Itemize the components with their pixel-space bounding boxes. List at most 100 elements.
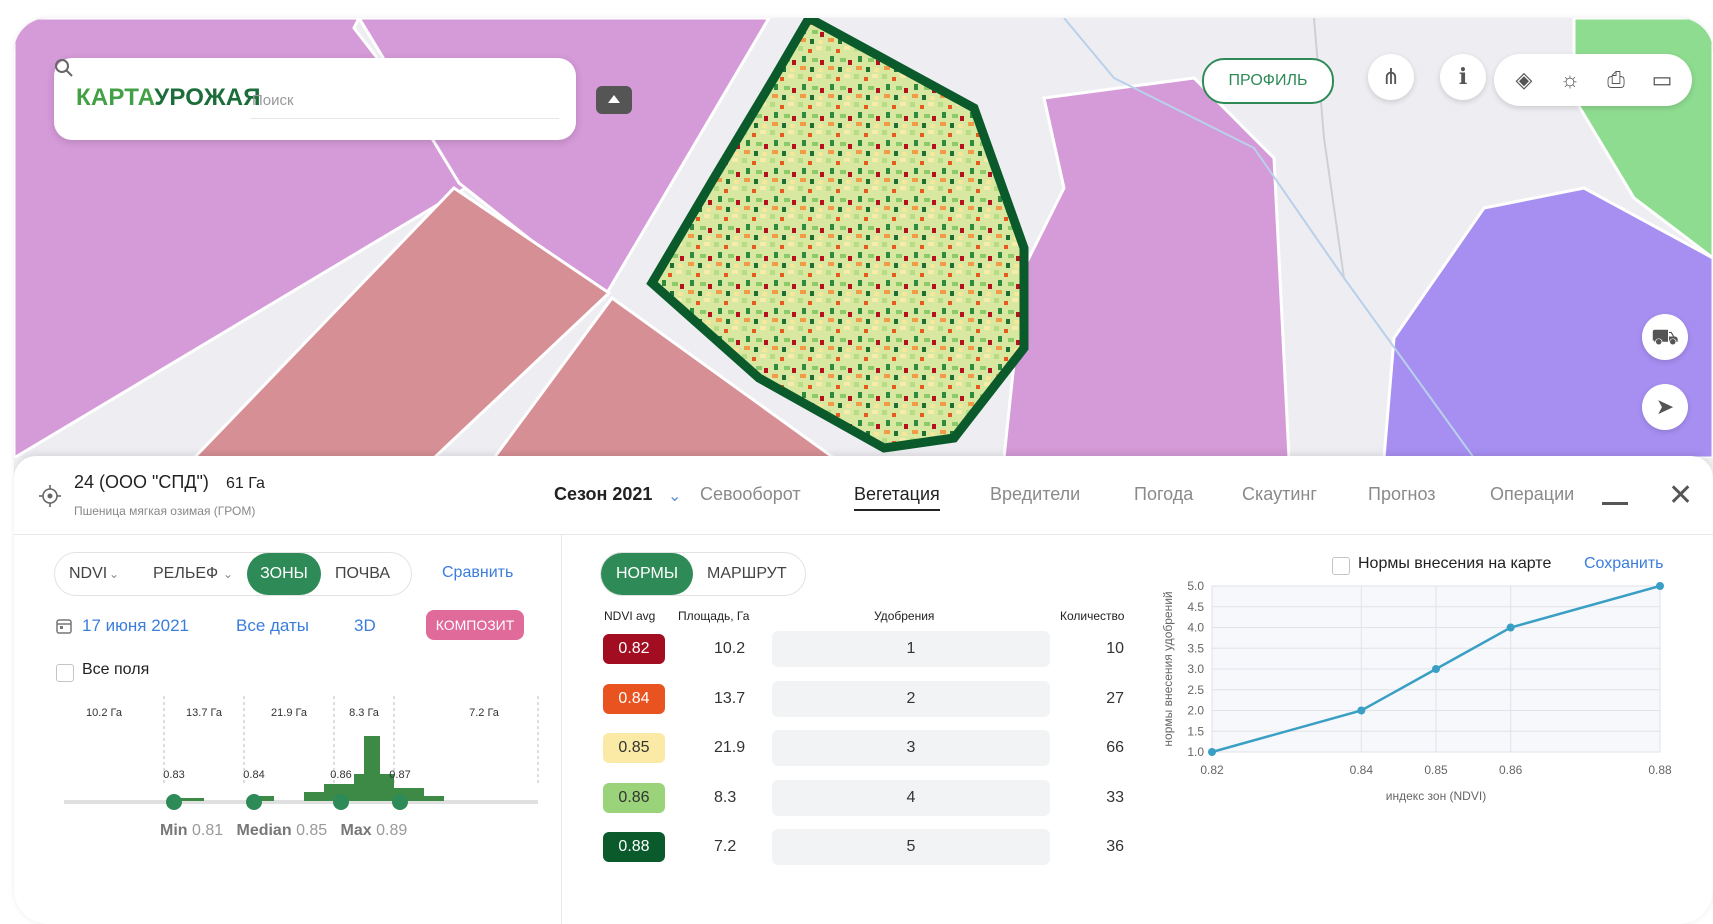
app-frame: КАРТАУРОЖАЯ ПРОФИЛЬ ⋔ i ◈ ☼ ⎙ ▭ ⛟ ➤ 24 (…: [14, 18, 1713, 924]
calendar-icon[interactable]: [56, 618, 72, 634]
search-card: КАРТАУРОЖАЯ: [54, 58, 576, 140]
zone-area-label: 21.9 Га: [271, 707, 308, 719]
ndvi-stats: Min 0.81 Median 0.85 Max 0.89: [160, 822, 408, 839]
field-crop: Пшеница мягкая озимая (ГРОМ): [74, 504, 256, 518]
data-point: [1357, 706, 1366, 715]
area-cell: 8.3: [714, 788, 737, 806]
data-point: [1208, 748, 1216, 756]
segment-rates[interactable]: НОРМЫ: [601, 553, 693, 595]
field-title: 24 (ООО "СПД"): [74, 472, 209, 492]
y-tick-label: 5.0: [1187, 579, 1204, 593]
map-tools: ◈ ☼ ⎙ ▭: [1494, 54, 1692, 106]
print-icon[interactable]: ⎙: [1607, 67, 1625, 92]
zone-handle: [333, 794, 349, 810]
target-icon[interactable]: [38, 484, 62, 508]
collapse-search-button[interactable]: [596, 86, 632, 114]
x-axis-label: индекс зон (NDVI): [1386, 789, 1486, 803]
zone-area-label: 8.3 Га: [349, 707, 380, 719]
map-rates-checkbox[interactable]: [1332, 557, 1350, 575]
layers-icon[interactable]: ◈: [1515, 67, 1533, 92]
data-point: [1432, 665, 1440, 673]
fertilizer-input[interactable]: 3: [772, 730, 1050, 766]
divider: [561, 534, 562, 924]
3d-link[interactable]: 3D: [354, 616, 376, 635]
quantity-cell: 66: [1106, 739, 1124, 756]
zone-handle: [166, 794, 182, 810]
x-tick-label: 0.84: [1350, 763, 1374, 777]
fertilizer-input[interactable]: 5: [772, 829, 1050, 865]
field-panel: 24 (ООО "СПД") 61 Га Пшеница мягкая озим…: [14, 456, 1713, 924]
minimize-button[interactable]: [1602, 502, 1628, 505]
quantity-cell: 27: [1106, 689, 1124, 707]
area-cell: 10.2: [714, 640, 746, 657]
ruler-icon[interactable]: ▭: [1651, 67, 1673, 92]
composite-button[interactable]: КОМПОЗИТ: [426, 610, 524, 640]
quantity-cell: 33: [1106, 788, 1124, 806]
ndvi-badge: 0.86: [603, 782, 665, 813]
fertilizer-input[interactable]: 1: [772, 631, 1050, 667]
fertilizer-input[interactable]: 2: [772, 680, 1050, 717]
info-icon[interactable]: i: [1440, 54, 1486, 100]
map-rates-label: Нормы внесения на карте: [1358, 555, 1552, 572]
y-tick-label: 4.5: [1187, 600, 1204, 614]
zone-handle: [246, 794, 262, 810]
segment-zones[interactable]: ЗОНЫ: [247, 553, 321, 595]
tab-pests[interactable]: Вредители: [990, 484, 1081, 504]
data-point: [1506, 623, 1515, 632]
search-input[interactable]: [250, 82, 559, 119]
y-tick-label: 3.5: [1187, 641, 1204, 655]
col-ndvi: NDVI avg: [604, 609, 656, 623]
compare-link[interactable]: Сравнить: [442, 564, 514, 581]
ndvi-field: [646, 18, 1029, 453]
search-icon[interactable]: [54, 58, 74, 78]
y-tick-label: 2.5: [1187, 683, 1204, 697]
zone-marker-label: 0.87: [389, 769, 410, 781]
area-cell: 21.9: [714, 739, 746, 756]
tab-vegetation[interactable]: Вегетация: [854, 484, 940, 511]
all-fields-label: Все поля: [82, 661, 150, 678]
tab-weather[interactable]: Погода: [1134, 484, 1194, 504]
ndvi-histogram[interactable]: 10.2 Га 13.7 Га 21.9 Га 8.3 Га 7.2 Га 0.…: [54, 692, 544, 812]
panel-header: 24 (ООО "СПД") 61 Га Пшеница мягкая озим…: [14, 456, 1713, 535]
y-tick-label: 1.0: [1187, 745, 1204, 759]
all-fields-checkbox[interactable]: [56, 664, 74, 682]
tab-forecast[interactable]: Прогноз: [1368, 484, 1436, 504]
ndvi-badge: 0.85: [603, 733, 665, 763]
ndvi-badge: 0.84: [603, 683, 665, 714]
map-view[interactable]: КАРТАУРОЖАЯ ПРОФИЛЬ ⋔ i ◈ ☼ ⎙ ▭ ⛟ ➤: [14, 18, 1713, 458]
fertilizer-input[interactable]: 4: [772, 779, 1050, 816]
tab-crop-rotation[interactable]: Севооборот: [700, 484, 801, 504]
save-link[interactable]: Сохранить: [1584, 555, 1664, 572]
segment-relief[interactable]: РЕЛЬЕФ: [153, 565, 219, 582]
profile-button[interactable]: ПРОФИЛЬ: [1202, 58, 1334, 104]
zone-marker-label: 0.84: [243, 769, 264, 781]
weather-icon[interactable]: ☼: [1559, 67, 1581, 92]
col-quantity: Количество: [1060, 609, 1125, 623]
rates-segment: НОРМЫ МАРШРУТ: [600, 552, 806, 596]
chevron-down-icon[interactable]: ⌄: [109, 567, 120, 581]
season-select[interactable]: Сезон 2021: [554, 484, 653, 504]
quantity-cell: 10: [1106, 640, 1124, 657]
col-area: Площадь, Га: [678, 609, 750, 623]
rates-chart: 1.0 1.5 2.0 2.5 3.0 3.5 4.0 4.5 5.0 0.82 0.84 0.85 0…: [1161, 579, 1672, 803]
zone-area-label: 7.2 Га: [469, 707, 500, 719]
chevron-down-icon[interactable]: ⌄: [668, 488, 682, 505]
tab-operations[interactable]: Операции: [1490, 484, 1575, 504]
tractor-icon[interactable]: ⛟: [1642, 314, 1688, 360]
y-tick-label: 1.5: [1187, 724, 1204, 738]
wheat-icon[interactable]: ⋔: [1368, 54, 1414, 100]
chevron-down-icon[interactable]: ⌄: [223, 567, 234, 581]
quantity-cell: 36: [1106, 838, 1124, 855]
navigate-icon[interactable]: ➤: [1642, 384, 1688, 430]
segment-soil[interactable]: ПОЧВА: [335, 565, 391, 582]
app-logo[interactable]: КАРТАУРОЖАЯ: [76, 84, 261, 111]
zone-area-label: 13.7 Га: [186, 707, 223, 719]
tab-scouting[interactable]: Скаутинг: [1242, 484, 1317, 504]
close-icon[interactable]: ✕: [1668, 479, 1694, 512]
ndvi-badge: 0.88: [603, 832, 665, 862]
date-selector[interactable]: 17 июня 2021: [82, 616, 190, 635]
all-dates-link[interactable]: Все даты: [236, 616, 310, 635]
zone-handle: [392, 794, 408, 810]
segment-route[interactable]: МАРШРУТ: [707, 565, 787, 582]
segment-ndvi[interactable]: NDVI: [69, 565, 108, 582]
